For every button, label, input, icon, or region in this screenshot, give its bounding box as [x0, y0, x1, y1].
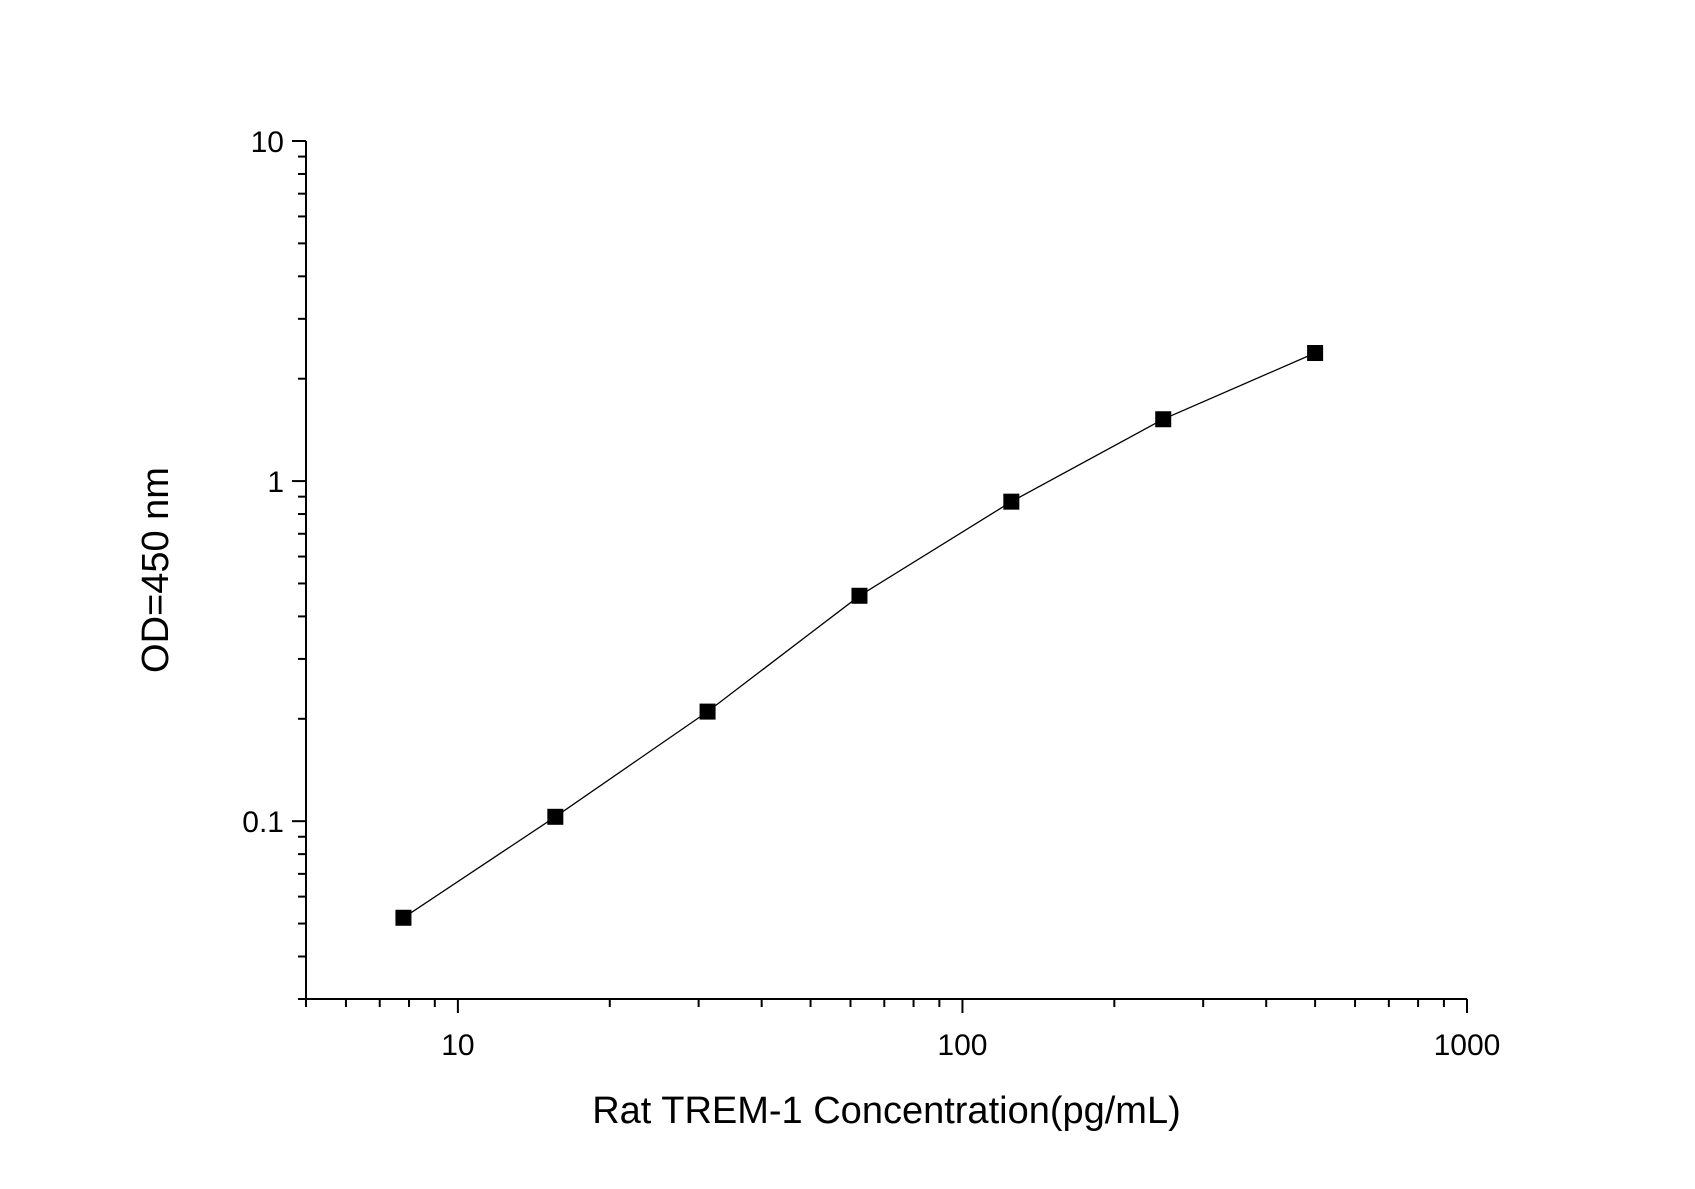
data-point — [1155, 411, 1172, 428]
y-axis-title: OD=450 nm — [135, 467, 177, 673]
data-point — [395, 909, 412, 926]
data-point — [547, 808, 564, 825]
data-point — [699, 703, 716, 720]
data-point — [1307, 345, 1324, 362]
x-tick-label: 100 — [937, 1029, 987, 1062]
y-tick-label: 0.1 — [242, 806, 284, 839]
tick-labels: 10 100 1000 0.1 1 10 — [242, 126, 1500, 1062]
x-axis-title: Rat TREM-1 Concentration(pg/mL) — [592, 1090, 1181, 1132]
axes — [305, 141, 1467, 1000]
x-tick-label: 1000 — [1434, 1029, 1501, 1062]
data-point — [1003, 493, 1020, 510]
data-point — [851, 587, 868, 604]
ticks — [292, 140, 1468, 1013]
series-layer — [395, 345, 1324, 926]
x-tick-label: 10 — [441, 1029, 474, 1062]
y-tick-label: 10 — [251, 126, 284, 159]
y-tick-label: 1 — [267, 466, 284, 499]
series-line — [403, 352, 1316, 919]
